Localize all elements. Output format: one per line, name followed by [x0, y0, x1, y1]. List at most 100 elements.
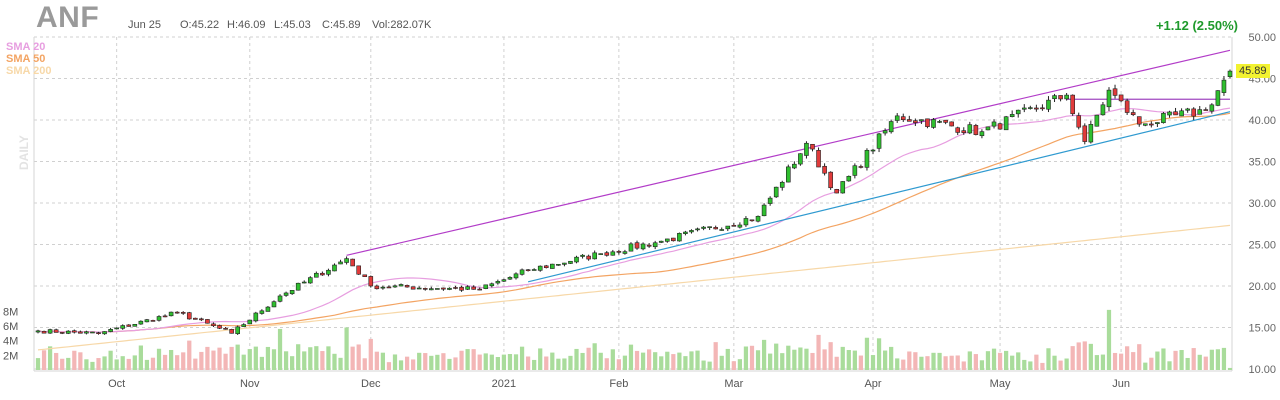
volume-bar [459, 350, 464, 370]
volume-bar [60, 358, 65, 370]
candle-up [804, 142, 809, 156]
price-tick-label: 25.00 [1248, 240, 1276, 252]
volume-bar [525, 356, 531, 370]
volume-bar [949, 355, 954, 370]
candle-up [556, 264, 561, 266]
candle-down [816, 150, 821, 168]
volume-bar [895, 358, 900, 370]
volume-bar [544, 356, 549, 370]
volume-bar [441, 353, 446, 370]
candle-down [1124, 100, 1130, 113]
candle-up [840, 181, 846, 194]
volume-bar [628, 344, 634, 370]
volume-bar [979, 360, 985, 370]
close-value: C:45.89 [322, 19, 361, 31]
legend-sma50: SMA 50 [6, 53, 46, 65]
candle-up [90, 331, 95, 334]
volume-bar [277, 328, 283, 370]
volume-bar [816, 334, 821, 370]
candle-up [235, 326, 240, 335]
volume-bar [858, 355, 864, 370]
volume-bar [713, 342, 718, 370]
volume-bar [840, 346, 845, 370]
candle-up [985, 126, 991, 131]
volume-tick-label: 4M [3, 336, 18, 348]
volume-bar [78, 352, 83, 370]
volume-bar [471, 349, 476, 370]
volume-bar [96, 358, 101, 370]
candle-up [1046, 99, 1051, 110]
candle-down [828, 171, 833, 189]
candle-up [568, 260, 573, 264]
volume-bar [1028, 361, 1033, 370]
volume-bar [876, 338, 882, 370]
candle-down [1136, 116, 1142, 125]
candle-up [574, 256, 579, 263]
candle-up [307, 277, 313, 284]
volume-bar [84, 359, 89, 370]
candle-up [531, 269, 537, 271]
volume-bar [271, 349, 277, 370]
candle-up [483, 284, 489, 289]
candle-up [338, 261, 343, 265]
candle-up [519, 269, 525, 275]
candle-down [671, 237, 676, 242]
volume-bar [356, 344, 361, 370]
candle-down [1058, 95, 1063, 100]
candle-down [731, 225, 737, 227]
candle-up [84, 331, 89, 334]
volume-bar [707, 361, 712, 370]
volume-bar [332, 353, 337, 370]
volume-bar [683, 356, 688, 370]
candle-up [265, 306, 271, 312]
candle-down [320, 272, 325, 276]
volume-bar [828, 342, 833, 370]
candle-down [368, 276, 374, 287]
date-tick-label: Apr [864, 378, 881, 390]
candle-down [1173, 111, 1178, 116]
volume-bar [423, 353, 428, 370]
volume-bar [622, 355, 628, 370]
candlesticks [35, 69, 1233, 335]
volume-bar [913, 352, 918, 370]
volume-bar [392, 354, 398, 370]
volume-bar [483, 353, 488, 370]
volume-bar [804, 348, 809, 370]
volume-bar [659, 356, 664, 370]
candle-up [277, 295, 283, 302]
volume-bar [138, 345, 143, 370]
candle-down [1118, 94, 1124, 102]
candle-up [435, 288, 440, 290]
candle-up [683, 231, 688, 234]
candle-up [332, 264, 337, 272]
candle-up [677, 233, 682, 242]
candle-up [241, 324, 247, 327]
volume-bar [283, 351, 289, 370]
volume-bar [1125, 346, 1130, 370]
volume-bar [308, 347, 313, 370]
candle-up [1209, 104, 1215, 112]
volume-bar [132, 355, 137, 370]
candle-down [822, 165, 827, 174]
volume-bar [344, 327, 349, 370]
candle-up [1227, 70, 1233, 77]
volume-bar [1106, 309, 1112, 370]
last-price-badge: 45.89 [1236, 64, 1270, 78]
volume-bar [677, 352, 682, 370]
candle-up [168, 311, 174, 317]
volume-bar [1112, 352, 1118, 370]
trendline-support [527, 111, 1231, 283]
volume-bar [774, 343, 779, 370]
candle-down [900, 116, 906, 121]
candle-down [943, 119, 948, 123]
volume-bar [786, 345, 791, 370]
candle-up [447, 287, 452, 290]
volume-bar [1209, 349, 1214, 370]
volume-bar [477, 354, 482, 370]
volume-bar [350, 346, 355, 370]
candle-up [1028, 107, 1033, 109]
candle-up [846, 175, 852, 182]
volume-bar [90, 361, 95, 370]
candle-up [144, 319, 150, 323]
